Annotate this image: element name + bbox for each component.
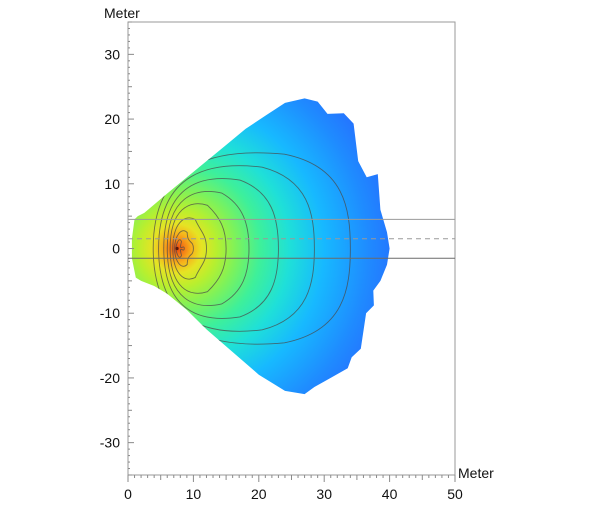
x-tick-label: 10 [186, 486, 202, 502]
y-tick-label: 0 [112, 241, 120, 257]
contour-line [158, 165, 315, 332]
y-tick-label: -20 [100, 370, 120, 386]
y-tick-label: -10 [100, 305, 120, 321]
x-tick-label: 40 [382, 486, 398, 502]
y-axis-title: Meter [104, 5, 140, 21]
reference-lines [128, 218, 455, 259]
contour-line [172, 217, 207, 280]
x-tick-label: 50 [447, 486, 463, 502]
x-axis: 0 10 20 30 40 50 [124, 475, 463, 502]
y-tick-label: 30 [104, 46, 120, 62]
y-axis: -30 -20 -10 0 10 20 30 [100, 21, 134, 476]
plot-area [128, 98, 455, 395]
contour-line [163, 178, 279, 319]
contour-line [174, 230, 194, 267]
y-tick-label: -30 [100, 435, 120, 451]
x-tick-label: 20 [251, 486, 267, 502]
y-tick-label: 10 [104, 176, 120, 192]
source-marker [175, 246, 179, 251]
x-tick-label: 0 [124, 486, 132, 502]
x-axis-title: Meter [458, 465, 494, 481]
contour-line [166, 191, 250, 306]
y-tick-label: 20 [104, 111, 120, 127]
contour-line [169, 203, 227, 294]
x-tick-label: 30 [316, 486, 332, 502]
contour-line [175, 239, 185, 258]
